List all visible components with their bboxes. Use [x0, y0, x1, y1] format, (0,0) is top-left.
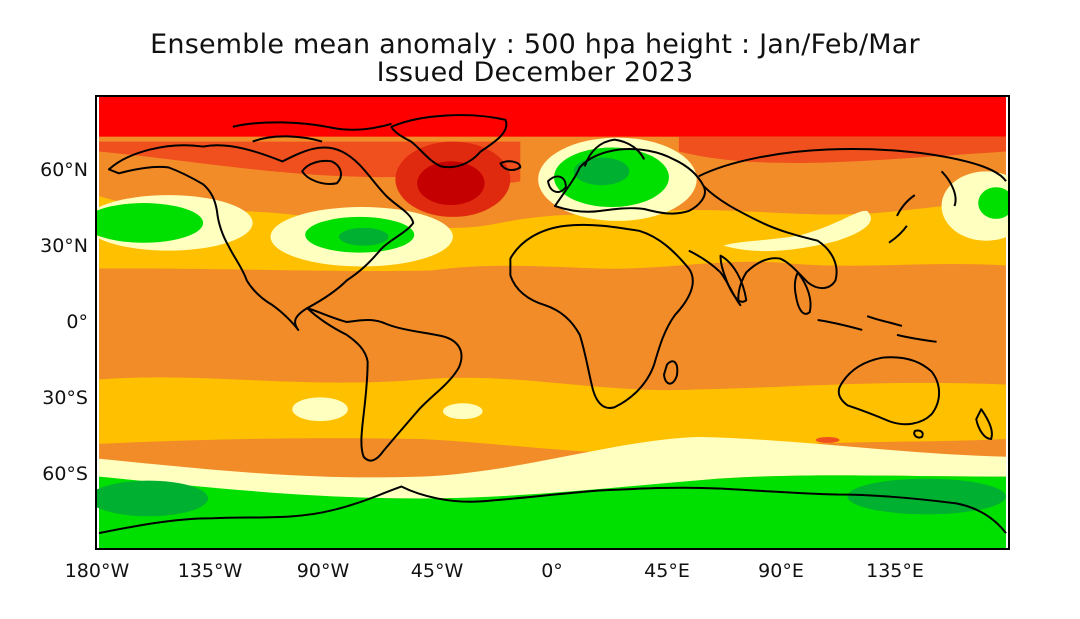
chart-subtitle: Issued December 2023 [376, 57, 694, 88]
sh-yellow-band [99, 377, 1006, 454]
y-tick-0: 0° [66, 311, 88, 333]
antarctica-coast [98, 485, 1007, 535]
indonesia-coast [817, 315, 937, 343]
antarctic-strong-1 [97, 480, 209, 517]
iceland-coast [499, 160, 522, 171]
sh-pale-band [99, 436, 1006, 499]
anomaly-map [95, 95, 1010, 550]
kamchatka-coast [940, 170, 957, 207]
se-asia-coast [793, 271, 812, 315]
x-tick-90w: 90°W [296, 560, 350, 582]
x-tick-45e: 45°E [644, 560, 690, 582]
x-tick-135e: 135°E [866, 560, 924, 582]
antarctic-negative [99, 475, 1006, 548]
atlantic-deep-red [417, 161, 485, 206]
british-isles [547, 175, 567, 193]
sh-small-red [815, 436, 840, 443]
y-tick-30n: 30°N [40, 235, 88, 257]
sh-pale-1 [292, 397, 348, 422]
south-america-coast [306, 307, 463, 462]
tasmania-coast [913, 429, 924, 439]
new-zealand-coast [975, 408, 993, 440]
pacific-east-negative [978, 187, 1008, 219]
x-tick-90e: 90°E [758, 560, 804, 582]
y-tick-60n: 60°N [40, 159, 88, 181]
x-tick-135w: 135°W [177, 560, 243, 582]
x-tick-180w: 180°W [64, 560, 130, 582]
africa-coast [509, 223, 694, 409]
europe-strong-negative [573, 157, 630, 186]
x-tick-0: 0° [541, 560, 563, 582]
us-strong-negative [338, 227, 389, 246]
greenland-coast [390, 114, 508, 169]
north-america-coast [107, 144, 415, 331]
y-tick-60s: 60°S [42, 463, 88, 485]
chart-title: Ensemble mean anomaly : 500 hpa height :… [150, 29, 920, 60]
japan-coast [888, 194, 916, 244]
asia-pale [723, 210, 871, 252]
coastlines [98, 114, 1007, 535]
sh-pale-2 [442, 403, 483, 420]
antarctic-strong-2 [847, 478, 1006, 515]
y-tick-30s: 30°S [42, 387, 88, 409]
madagascar-coast [663, 360, 679, 385]
arctic-islands [232, 121, 392, 143]
pacific-negative [97, 203, 204, 243]
hudson-bay [301, 159, 342, 185]
india-coast [719, 254, 748, 303]
australia-coast [837, 356, 941, 426]
x-tick-45w: 45°W [410, 560, 464, 582]
scandinavia-coast [583, 138, 646, 167]
